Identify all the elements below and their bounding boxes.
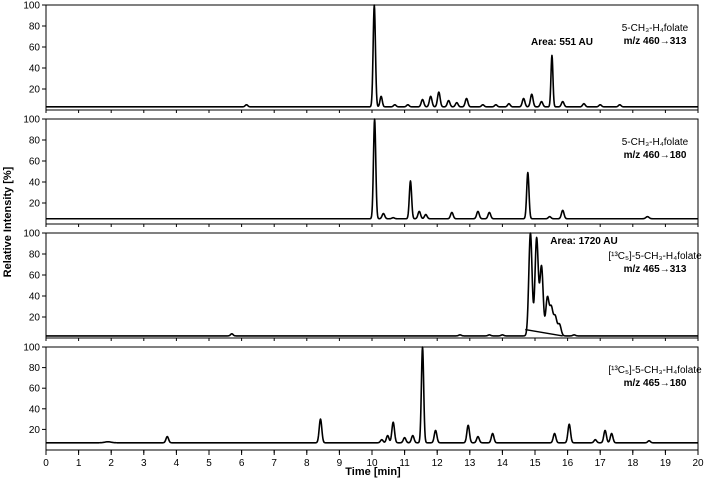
x-tick-label: 10 <box>366 458 378 469</box>
y-tick-label: 20 <box>29 425 41 436</box>
y-tick-label: 100 <box>23 115 40 126</box>
chromatogram-trace <box>45 118 699 220</box>
panel-frame <box>45 346 699 451</box>
x-tick-label: 4 <box>174 458 180 469</box>
y-tick-label: 40 <box>29 178 41 189</box>
area-annotation: Area: 551 AU <box>531 37 593 48</box>
y-tick-label: 60 <box>29 43 41 54</box>
y-tick-label: 20 <box>29 199 41 210</box>
x-tick-label: 7 <box>271 458 277 469</box>
panel-3: 20 40 60 80 100 [¹³C₅]-5-CH₃-H₄folate m/z 465→… <box>23 229 702 341</box>
panel-4: 20 40 60 80 100 [¹³C₅]-5-CH₃-H₄folate m/z 465→… <box>23 343 702 453</box>
y-tick-label: 40 <box>29 292 41 303</box>
x-tick-label: 3 <box>141 458 147 469</box>
compound-label: 5-CH₃-H₄folate <box>622 23 689 34</box>
panel-1: 20 40 60 80 100 5-CH₃-H₄folate m/z 460→313 Area… <box>23 1 699 113</box>
area-annotation: Area: 1720 AU <box>550 236 617 247</box>
compound-label: [¹³C₅]-5-CH₃-H₄folate <box>608 365 702 376</box>
y-tick-label: 20 <box>29 313 41 324</box>
y-axis-title: Relative Intensity [%] <box>2 166 14 277</box>
x-tick-label: 9 <box>337 458 343 469</box>
chromatogram-trace <box>45 4 699 108</box>
transition-label: m/z 465→313 <box>624 264 687 275</box>
x-tick-label: 5 <box>206 458 212 469</box>
compound-label: 5-CH₃-H₄folate <box>622 137 689 148</box>
panel-2: 20 40 60 80 100 5-CH₃-H₄folate m/z 460→180 <box>23 115 699 227</box>
transition-label: m/z 465→180 <box>624 378 687 389</box>
chromatogram-trace <box>45 346 699 444</box>
y-tick-label: 40 <box>29 404 41 415</box>
transition-label: m/z 460→180 <box>624 150 687 161</box>
chart-panels: 20 40 60 80 100 5-CH₃-H₄folate m/z 460→313 Area… <box>23 1 702 453</box>
y-tick-label: 80 <box>29 136 41 147</box>
y-tick-label: 100 <box>23 1 40 12</box>
y-tick-label: 60 <box>29 384 41 395</box>
x-axis: 0 1 2 3 4 5 6 7 8 9 10 11 12 13 14 15 16 17 18 19 20 <box>43 450 704 469</box>
compound-label: [¹³C₅]-5-CH₃-H₄folate <box>608 251 702 262</box>
y-tick-label: 100 <box>23 229 40 240</box>
panel-frame <box>45 232 699 339</box>
x-tick-label: 14 <box>497 458 509 469</box>
x-tick-label: 11 <box>399 458 410 469</box>
x-tick-label: 15 <box>529 458 541 469</box>
x-tick-label: 2 <box>108 458 114 469</box>
y-tick-label: 80 <box>29 250 41 261</box>
x-tick-label: 18 <box>627 458 639 469</box>
y-tick-label: 20 <box>29 85 41 96</box>
x-tick-label: 19 <box>660 458 672 469</box>
y-tick-label: 60 <box>29 157 41 168</box>
x-tick-label: 8 <box>304 458 310 469</box>
x-tick-label: 0 <box>43 458 49 469</box>
y-tick-label: 80 <box>29 363 41 374</box>
y-tick-label: 40 <box>29 64 41 75</box>
x-tick-label: 16 <box>562 458 574 469</box>
y-tick-label: 100 <box>23 343 40 354</box>
x-tick-label: 13 <box>464 458 476 469</box>
x-tick-label: 17 <box>595 458 607 469</box>
y-tick-label: 60 <box>29 271 41 282</box>
x-tick-label: 1 <box>76 458 82 469</box>
transition-label: m/z 460→313 <box>624 36 687 47</box>
x-tick-label: 6 <box>239 458 245 469</box>
chromatogram-trace <box>45 232 699 337</box>
x-tick-label: 12 <box>432 458 444 469</box>
x-axis-title: Time [min] <box>345 466 401 478</box>
x-tick-label: 20 <box>692 458 704 469</box>
integration-baseline <box>525 328 563 337</box>
y-tick-label: 80 <box>29 22 41 33</box>
